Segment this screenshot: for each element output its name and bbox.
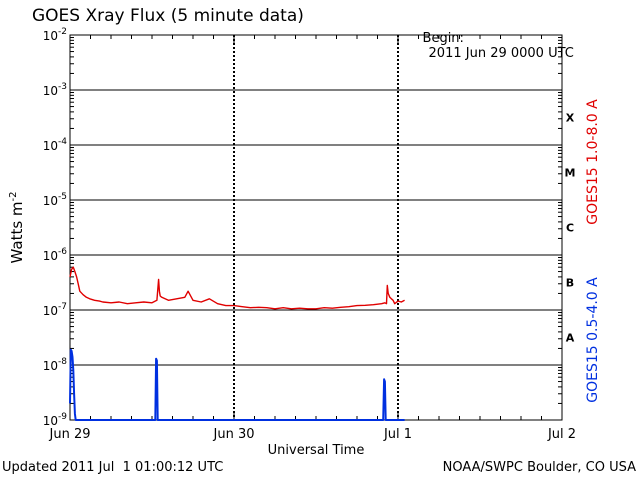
y-tick-label: 10-3 <box>43 82 67 98</box>
y-tick-label: 10-5 <box>43 192 67 208</box>
updated-timestamp: Updated 2011 Jul 1 01:00:12 UTC <box>2 460 224 475</box>
flare-class-label: C <box>566 222 574 235</box>
x-tick-label: Jul 2 <box>547 427 576 442</box>
series-legend-label: GOES15 0.5-4.0 A <box>585 277 601 403</box>
series-legend-label: GOES15 1.0-8.0 A <box>585 99 601 225</box>
x-tick-label: Jun 29 <box>49 427 91 442</box>
flare-class-label: B <box>566 277 574 290</box>
y-tick-label: 10-6 <box>43 247 68 263</box>
y-tick-label: 10-7 <box>43 302 67 318</box>
begin-value: 2011 Jun 29 0000 UTC <box>428 46 574 61</box>
flare-class-label: X <box>566 112 575 125</box>
y-tick-label: 10-2 <box>43 27 67 43</box>
y-tick-label: 10-8 <box>43 357 68 373</box>
series-line <box>69 266 405 310</box>
series-line <box>69 348 405 421</box>
flare-class-label: A <box>566 332 575 345</box>
flare-class-label: M <box>565 167 576 180</box>
x-tick-label: Jun 30 <box>213 427 255 442</box>
x-axis-label: Universal Time <box>268 443 365 458</box>
y-tick-label: 10-9 <box>43 412 68 428</box>
x-tick-label: Jul 1 <box>383 427 412 442</box>
y-tick-label: 10-4 <box>43 137 68 153</box>
y-axis-label: Watts m-2 <box>8 191 26 263</box>
chart-title: GOES Xray Flux (5 minute data) <box>32 6 304 26</box>
begin-label: Begin: 2011 Jun 29 0000 UTC <box>406 16 574 76</box>
noaa-credit: NOAA/SWPC Boulder, CO USA <box>442 460 636 475</box>
plot-frame <box>69 34 563 421</box>
